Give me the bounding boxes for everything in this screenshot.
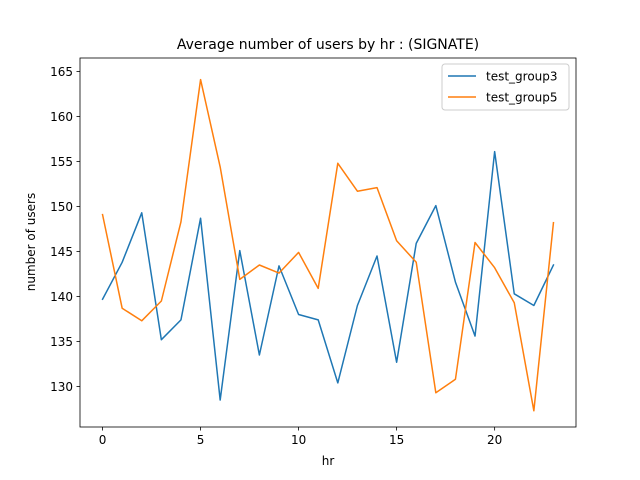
series-line-test_group5	[101, 78, 555, 412]
plot-area: 0 5 10 15 20 130 135 140 145 150 155 160 165	[50, 57, 577, 447]
series-line-test_group3	[101, 150, 555, 401]
legend: test_group3 test_group5	[441, 63, 570, 111]
legend-label-test_group5: test_group5	[486, 91, 558, 105]
legend-label-test_group3: test_group3	[486, 70, 558, 84]
y-tick-label: 155	[50, 155, 73, 169]
x-tick-label: 5	[197, 433, 205, 447]
y-tick-label: 140	[50, 290, 73, 304]
x-tick-label: 20	[487, 433, 502, 447]
chart-title: Average number of users by hr : (SIGNATE…	[177, 37, 479, 53]
y-tick-label: 150	[50, 200, 73, 214]
y-tick-label: 165	[50, 65, 73, 79]
x-tick-label: 15	[389, 433, 404, 447]
y-tick-label: 145	[50, 245, 73, 259]
y-tick-label: 130	[50, 380, 73, 394]
y-tick-label: 135	[50, 335, 73, 349]
x-tick-label: 0	[99, 433, 107, 447]
axes-frame	[79, 57, 577, 428]
y-axis-label: number of users	[24, 193, 38, 291]
x-axis-label: hr	[322, 454, 335, 468]
x-tick-label: 10	[291, 433, 306, 447]
y-tick-label: 160	[50, 110, 73, 124]
